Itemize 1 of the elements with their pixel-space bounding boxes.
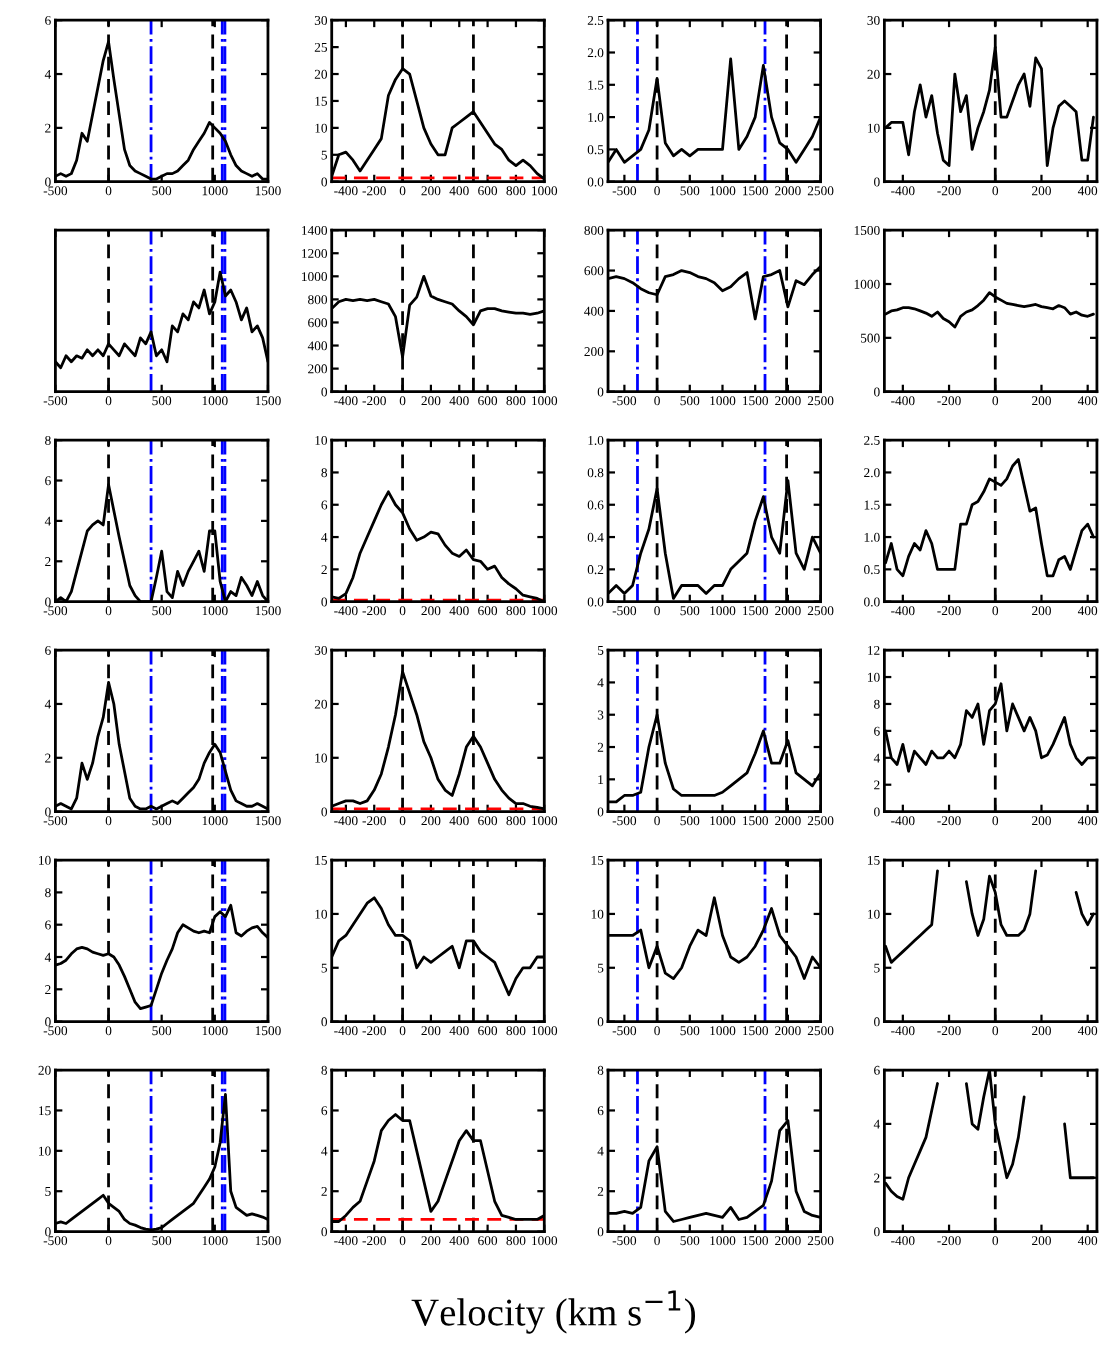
- x-axis-title: Velocity (km s$^{−1}$): [411, 1290, 696, 1334]
